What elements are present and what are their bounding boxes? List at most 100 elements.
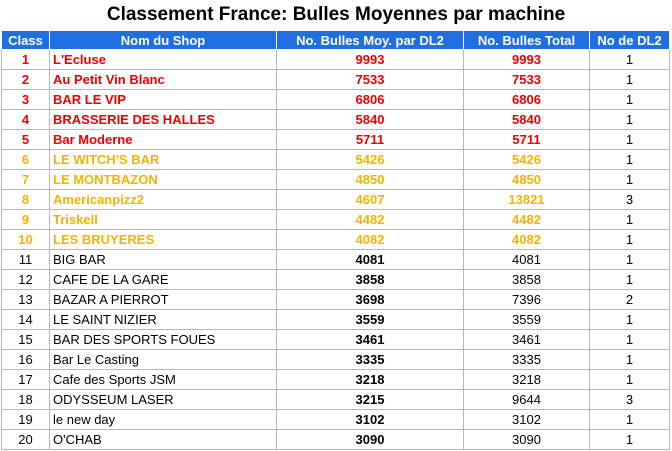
table-row: 18 ODYSSEUM LASER 3215 9644 3	[1, 389, 670, 410]
table-row: 1 L'Ecluse 9993 9993 1	[1, 49, 670, 70]
rank-cell: 18	[1, 389, 50, 410]
total-bubbles-cell: 3858	[463, 269, 590, 290]
dl2-count-cell: 3	[589, 189, 670, 210]
rank-cell: 4	[1, 109, 50, 130]
avg-bubbles-cell: 5840	[276, 109, 464, 130]
shop-name-cell: Au Petit Vin Blanc	[49, 69, 277, 90]
rank-cell: 19	[1, 409, 50, 430]
dl2-count-cell: 1	[589, 249, 670, 270]
avg-bubbles-cell: 3335	[276, 349, 464, 370]
table-row: 6 LE WITCH'S BAR 5426 5426 1	[1, 149, 670, 170]
shop-name-cell: BRASSERIE DES HALLES	[49, 109, 277, 130]
total-bubbles-cell: 4082	[463, 229, 590, 250]
shop-name-cell: Bar Le Casting	[49, 349, 277, 370]
avg-bubbles-cell: 3559	[276, 309, 464, 330]
avg-bubbles-cell: 3215	[276, 389, 464, 410]
avg-bubbles-cell: 6806	[276, 89, 464, 110]
shop-name-cell: O'CHAB	[49, 429, 277, 450]
avg-bubbles-cell: 3218	[276, 369, 464, 390]
avg-bubbles-cell: 4081	[276, 249, 464, 270]
rank-cell: 20	[1, 429, 50, 450]
total-bubbles-cell: 9993	[463, 49, 590, 70]
dl2-count-cell: 1	[589, 49, 670, 70]
shop-name-cell: BAZAR A PIERROT	[49, 289, 277, 310]
total-bubbles-cell: 3218	[463, 369, 590, 390]
shop-name-cell: LES BRUYERES	[49, 229, 277, 250]
rank-cell: 1	[1, 49, 50, 70]
dl2-count-cell: 1	[589, 369, 670, 390]
shop-name-cell: Americanpizz2	[49, 189, 277, 210]
shop-name-cell: LE MONTBAZON	[49, 169, 277, 190]
table-row: 14 LE SAINT NIZIER 3559 3559 1	[1, 309, 670, 330]
total-bubbles-cell: 9644	[463, 389, 590, 410]
header-avg-bubbles: No. Bulles Moy. par DL2	[276, 30, 464, 50]
rank-cell: 12	[1, 269, 50, 290]
total-bubbles-cell: 4850	[463, 169, 590, 190]
dl2-count-cell: 1	[589, 309, 670, 330]
shop-name-cell: Triskell	[49, 209, 277, 230]
dl2-count-cell: 1	[589, 409, 670, 430]
total-bubbles-cell: 7533	[463, 69, 590, 90]
table-row: 17 Cafe des Sports JSM 3218 3218 1	[1, 369, 670, 390]
dl2-count-cell: 1	[589, 109, 670, 130]
shop-name-cell: CAFE DE LA GARE	[49, 269, 277, 290]
dl2-count-cell: 1	[589, 349, 670, 370]
table-row: 20 O'CHAB 3090 3090 1	[1, 429, 670, 450]
rank-cell: 5	[1, 129, 50, 150]
header-dl2-count: No de DL2	[589, 30, 670, 50]
table-row: 16 Bar Le Casting 3335 3335 1	[1, 349, 670, 370]
dl2-count-cell: 2	[589, 289, 670, 310]
table-row: 10 LES BRUYERES 4082 4082 1	[1, 229, 670, 250]
rank-cell: 9	[1, 209, 50, 230]
header-class: Class	[1, 30, 50, 50]
dl2-count-cell: 1	[589, 89, 670, 110]
table-row: 3 BAR LE VIP 6806 6806 1	[1, 89, 670, 110]
shop-name-cell: BAR DES SPORTS FOUES	[49, 329, 277, 350]
table-row: 7 LE MONTBAZON 4850 4850 1	[1, 169, 670, 190]
dl2-count-cell: 1	[589, 149, 670, 170]
table-row: 12 CAFE DE LA GARE 3858 3858 1	[1, 269, 670, 290]
shop-name-cell: le new day	[49, 409, 277, 430]
rank-cell: 2	[1, 69, 50, 90]
rank-cell: 8	[1, 189, 50, 210]
rank-cell: 14	[1, 309, 50, 330]
rank-cell: 7	[1, 169, 50, 190]
total-bubbles-cell: 6806	[463, 89, 590, 110]
table-row: 9 Triskell 4482 4482 1	[1, 209, 670, 230]
dl2-count-cell: 1	[589, 269, 670, 290]
total-bubbles-cell: 3559	[463, 309, 590, 330]
table-row: 13 BAZAR A PIERROT 3698 7396 2	[1, 289, 670, 310]
dl2-count-cell: 1	[589, 129, 670, 150]
header-shop-name: Nom du Shop	[49, 30, 277, 50]
total-bubbles-cell: 5840	[463, 109, 590, 130]
rank-cell: 11	[1, 249, 50, 270]
rank-cell: 17	[1, 369, 50, 390]
rank-cell: 3	[1, 89, 50, 110]
avg-bubbles-cell: 3102	[276, 409, 464, 430]
total-bubbles-cell: 4482	[463, 209, 590, 230]
table-row: 19 le new day 3102 3102 1	[1, 409, 670, 430]
total-bubbles-cell: 3335	[463, 349, 590, 370]
shop-name-cell: Cafe des Sports JSM	[49, 369, 277, 390]
table-header-row: Class Nom du Shop No. Bulles Moy. par DL…	[1, 30, 670, 50]
table-row: 5 Bar Moderne 5711 5711 1	[1, 129, 670, 150]
total-bubbles-cell: 5426	[463, 149, 590, 170]
total-bubbles-cell: 3102	[463, 409, 590, 430]
shop-name-cell: BIG BAR	[49, 249, 277, 270]
total-bubbles-cell: 4081	[463, 249, 590, 270]
table-row: 4 BRASSERIE DES HALLES 5840 5840 1	[1, 109, 670, 130]
total-bubbles-cell: 5711	[463, 129, 590, 150]
avg-bubbles-cell: 3858	[276, 269, 464, 290]
dl2-count-cell: 1	[589, 69, 670, 90]
table-row: 15 BAR DES SPORTS FOUES 3461 3461 1	[1, 329, 670, 350]
avg-bubbles-cell: 7533	[276, 69, 464, 90]
avg-bubbles-cell: 5711	[276, 129, 464, 150]
avg-bubbles-cell: 9993	[276, 49, 464, 70]
shop-name-cell: ODYSSEUM LASER	[49, 389, 277, 410]
shop-name-cell: Bar Moderne	[49, 129, 277, 150]
dl2-count-cell: 1	[589, 329, 670, 350]
shop-name-cell: LE WITCH'S BAR	[49, 149, 277, 170]
dl2-count-cell: 3	[589, 389, 670, 410]
avg-bubbles-cell: 4607	[276, 189, 464, 210]
rank-cell: 6	[1, 149, 50, 170]
